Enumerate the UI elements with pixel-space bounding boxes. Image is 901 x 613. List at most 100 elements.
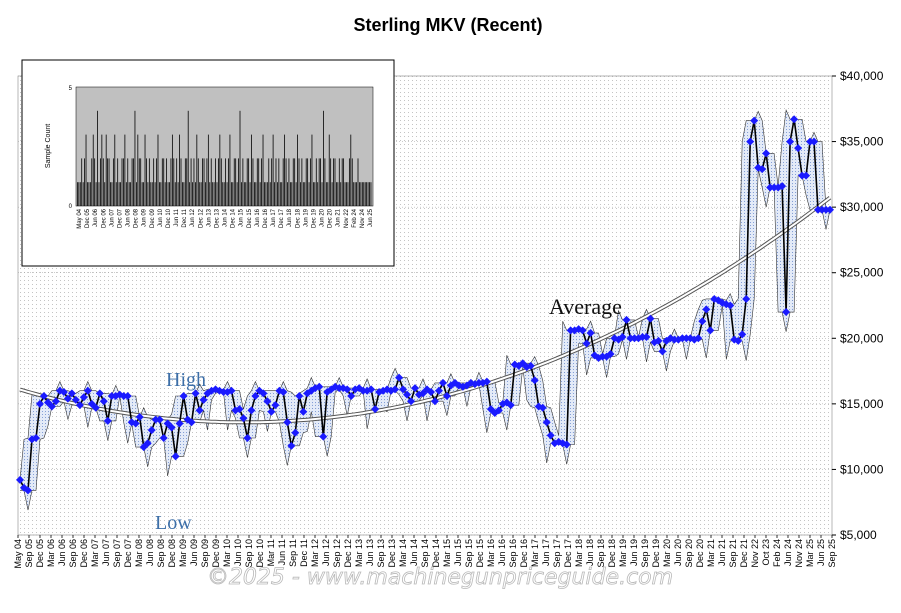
inset-bar	[305, 158, 307, 206]
inset-bar	[271, 158, 273, 206]
inset-bar	[338, 158, 340, 206]
x-tick-label: Sep 17	[552, 539, 562, 568]
inset-bar	[206, 158, 208, 206]
inset-bar	[91, 158, 93, 206]
x-tick-label: Dec 07	[123, 539, 133, 568]
inset-x-tick-label: Jun 20	[320, 208, 326, 227]
inset-bar	[128, 182, 130, 206]
inset-x-tick-label: Jun 14	[223, 208, 229, 227]
price-point	[91, 403, 100, 412]
inset-bar	[311, 134, 313, 206]
inset-bar	[100, 158, 101, 206]
inset-bar	[274, 182, 275, 206]
x-tick-label: Sep 11	[288, 539, 298, 567]
price-point	[494, 406, 503, 415]
inset-bar	[323, 110, 324, 206]
inset-bar	[213, 182, 215, 206]
inset-bar	[364, 182, 366, 206]
price-point	[642, 332, 651, 341]
price-point	[782, 308, 791, 317]
price-point	[347, 391, 356, 400]
price-point	[16, 475, 24, 484]
inset-bar	[278, 158, 280, 206]
x-tick-label: Sep 13	[376, 539, 386, 568]
inset-bar	[258, 158, 260, 206]
price-point	[103, 416, 112, 425]
price-point	[315, 382, 324, 391]
watermark: ©2025 - www.machinegunpriceguide.com	[207, 565, 673, 590]
y-axis: $5,000 $10,000 $15,000 $20,000 $25,000 $30,00…	[832, 69, 884, 542]
inset-bar	[356, 182, 357, 206]
inset-bar	[264, 182, 265, 206]
price-point	[762, 149, 771, 158]
range-fill	[20, 110, 830, 511]
x-tick-label: Mar 13	[354, 539, 364, 567]
price-point	[407, 397, 416, 406]
inset-bar	[215, 158, 216, 206]
inset-bar	[238, 158, 239, 206]
x-tick-label: Mar 06	[46, 539, 56, 567]
inset-bar	[107, 158, 109, 206]
price-point	[343, 385, 352, 394]
inset-bar	[259, 182, 261, 206]
inset-bar	[307, 158, 309, 206]
inset-bar	[203, 158, 205, 206]
sample-count-inset: 5 0 Sample Count May 04 Dec 05 Jun 06 Dec 0…	[21, 59, 395, 267]
inset-bar	[360, 182, 362, 206]
inset-bar	[118, 182, 120, 206]
inset-bar	[313, 182, 314, 206]
inset-x-tick-label: Jun 08	[126, 208, 132, 227]
price-point	[654, 336, 663, 345]
price-point	[235, 405, 244, 414]
inset-bar	[220, 158, 222, 206]
inset-bar	[350, 134, 352, 206]
inset-bar	[141, 182, 143, 206]
inset-bar	[300, 182, 301, 206]
inset-bar	[97, 110, 98, 206]
y-tick-label: $15,000	[840, 397, 884, 411]
x-tick-label: Mar 12	[310, 539, 320, 567]
price-point	[271, 401, 280, 410]
price-point	[746, 137, 755, 146]
inset-bar	[87, 182, 88, 206]
inset-bar	[256, 158, 258, 206]
x-tick-label: Mar 16	[486, 539, 496, 567]
inset-bar	[183, 182, 185, 206]
price-point	[794, 144, 803, 153]
inset-bar	[272, 134, 274, 206]
inset-bar	[123, 158, 124, 206]
inset-bar	[108, 158, 110, 206]
price-point	[734, 336, 743, 345]
inset-ylabel: Sample Count	[45, 124, 52, 168]
price-point	[67, 389, 76, 398]
annotation-low: Low	[155, 512, 192, 534]
x-tick-label: Dec 16	[519, 539, 529, 568]
inset-bar	[288, 158, 290, 206]
x-tick-label: Jun 21	[717, 539, 727, 566]
x-tick-label: Jun 07	[101, 539, 111, 566]
inset-x-tick-label: Dec 20	[328, 208, 334, 228]
inset-bar	[255, 182, 257, 206]
inset-bar	[243, 182, 245, 206]
inset-bar	[363, 182, 365, 206]
price-point	[430, 397, 439, 406]
inset-x-axis: May 04 Dec 05 Jun 06 Dec 06 Jun 07 Dec 07 Jun …	[77, 208, 374, 228]
x-tick-label: Mar 19	[618, 539, 628, 567]
inset-bar	[134, 110, 136, 206]
inset-x-tick-label: Jun 13	[206, 208, 212, 227]
inset-bar	[200, 182, 202, 206]
x-tick-label: Sep 14	[420, 539, 430, 568]
inset-x-tick-label: Jun 18	[287, 208, 293, 227]
inset-bar	[336, 182, 337, 206]
inset-bar	[169, 182, 170, 206]
y-tick-label: $25,000	[840, 266, 884, 280]
x-tick-label: Dec 06	[79, 539, 89, 568]
price-point	[35, 399, 44, 408]
price-point	[399, 385, 408, 394]
inset-bar	[282, 158, 284, 206]
inset-x-tick-label: Feb 24	[352, 208, 358, 227]
x-tick-label: Feb 24	[772, 539, 782, 567]
inset-x-tick-label: Jun 10	[158, 208, 164, 227]
price-point	[79, 393, 88, 402]
price-point	[199, 395, 208, 404]
